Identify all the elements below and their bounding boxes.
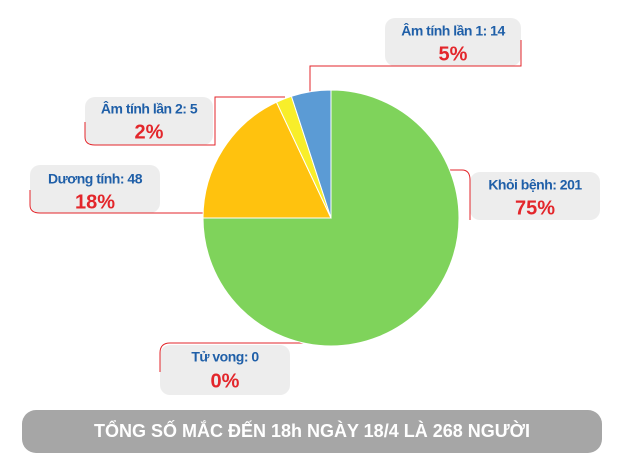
slice-value-label: 18% [75,191,115,213]
label-box [470,172,600,220]
label-box [85,97,213,145]
slice-label: Âm tính lần 2: 5 [101,100,198,117]
leader-line [159,342,320,372]
label-box [385,18,521,66]
label-box [30,165,160,213]
label-boxes [29,18,600,395]
pie-slice [202,101,332,219]
footer-text: TỔNG SỐ MẮC ĐẾN 18h NGÀY 18/4 LÀ 268 NGƯ… [94,420,530,441]
slice-label: Âm tính lần 1: 14 [401,22,505,39]
leader-line [84,96,285,146]
label-box [160,345,290,395]
slice-label: Khỏi bệnh: 201 [488,177,582,193]
pie [202,89,460,347]
slice-value-label: 5% [439,43,468,65]
slice-value-label: 0% [211,370,240,392]
slice-value-label: 2% [135,121,164,143]
leader-line [440,169,471,220]
pie-slice [202,89,460,347]
slice-value-label: 75% [515,197,555,219]
labels: Khỏi bệnh: 201 75% Tử vong: 0 0% Dương tính:… [48,22,583,393]
leader-line [309,40,522,93]
slice-label: Dương tính: 48 [48,171,143,187]
leader-line [29,190,205,214]
pie-slice [290,89,332,219]
slice-label: Tử vong: 0 [191,349,259,365]
footer-bar [22,410,602,453]
